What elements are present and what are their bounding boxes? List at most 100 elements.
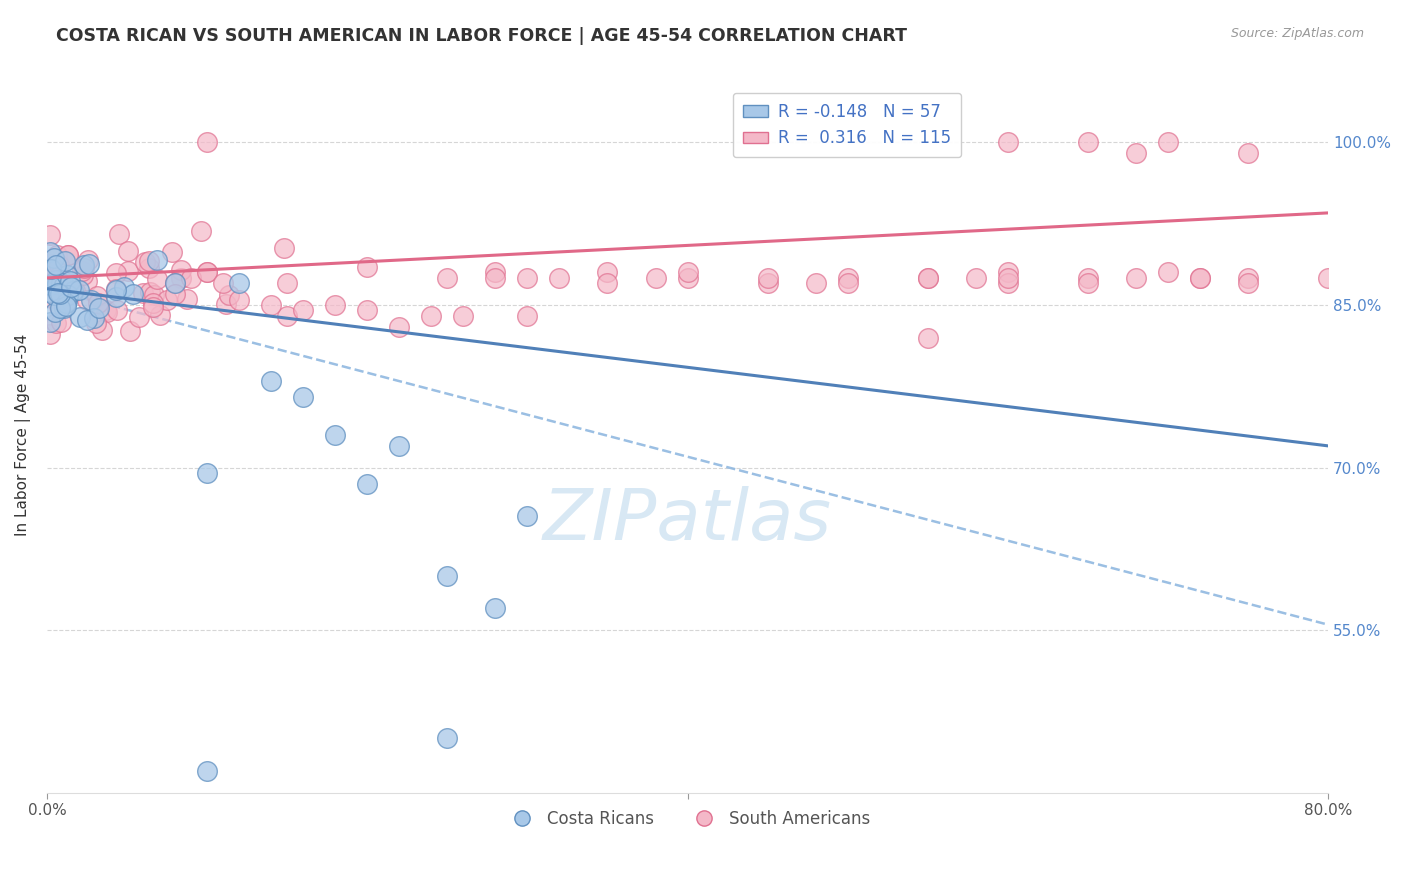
Point: [997, 265, 1019, 279]
Point: [128, 310, 150, 325]
Point: [195, 265, 218, 279]
Point: [39, 277, 62, 291]
Point: [60, 280, 83, 294]
Point: [356, 260, 378, 274]
Point: [1189, 271, 1212, 285]
Point: [260, 298, 283, 312]
Point: [104, 267, 127, 281]
Point: [48, 299, 70, 313]
Point: [139, 285, 162, 299]
Point: [388, 319, 411, 334]
Point: [276, 277, 298, 291]
Point: [1077, 136, 1099, 150]
Point: [120, 324, 142, 338]
Point: [84, 316, 107, 330]
Point: [39, 277, 62, 292]
Point: [155, 293, 177, 307]
Point: [65, 284, 87, 298]
Point: [46, 248, 69, 262]
Text: Source: ZipAtlas.com: Source: ZipAtlas.com: [1230, 27, 1364, 40]
Point: [596, 277, 619, 291]
Point: [72, 268, 94, 283]
Point: [58, 287, 80, 301]
Point: [356, 303, 378, 318]
Point: [176, 292, 198, 306]
Point: [39, 257, 62, 271]
Point: [756, 277, 779, 291]
Point: [195, 764, 218, 778]
Point: [1125, 271, 1147, 285]
Point: [105, 303, 128, 318]
Point: [69, 310, 91, 324]
Point: [190, 224, 212, 238]
Point: [134, 255, 156, 269]
Point: [356, 476, 378, 491]
Y-axis label: In Labor Force | Age 45-54: In Labor Force | Age 45-54: [15, 334, 31, 536]
Point: [756, 271, 779, 285]
Point: [67, 284, 90, 298]
Point: [323, 298, 346, 312]
Point: [676, 265, 699, 279]
Point: [436, 731, 458, 746]
Point: [292, 390, 315, 404]
Point: [1157, 265, 1180, 279]
Point: [195, 265, 218, 279]
Point: [212, 277, 235, 291]
Point: [548, 271, 571, 285]
Point: [45, 316, 67, 330]
Point: [596, 265, 619, 279]
Point: [79, 293, 101, 307]
Point: [273, 242, 295, 256]
Point: [804, 277, 827, 291]
Point: [323, 428, 346, 442]
Point: [292, 303, 315, 318]
Point: [420, 309, 443, 323]
Point: [484, 271, 506, 285]
Point: [56, 293, 79, 308]
Point: [165, 287, 187, 301]
Point: [169, 270, 191, 285]
Point: [48, 259, 70, 273]
Point: [122, 286, 145, 301]
Point: [143, 288, 166, 302]
Point: [1237, 146, 1260, 161]
Point: [997, 136, 1019, 150]
Point: [170, 263, 193, 277]
Point: [48, 268, 70, 283]
Point: [76, 293, 98, 308]
Point: [39, 277, 62, 292]
Point: [39, 285, 62, 299]
Legend: Costa Ricans, South Americans: Costa Ricans, South Americans: [499, 803, 877, 834]
Point: [77, 252, 100, 267]
Point: [96, 304, 118, 318]
Point: [160, 244, 183, 259]
Point: [87, 296, 110, 310]
Point: [56, 247, 79, 261]
Point: [149, 308, 172, 322]
Point: [1237, 277, 1260, 291]
Point: [516, 271, 538, 285]
Point: [837, 271, 859, 285]
Point: [965, 271, 987, 285]
Point: [837, 277, 859, 291]
Point: [86, 288, 108, 302]
Point: [49, 286, 72, 301]
Point: [117, 264, 139, 278]
Point: [215, 297, 238, 311]
Point: [73, 258, 96, 272]
Point: [46, 286, 69, 301]
Point: [484, 601, 506, 615]
Point: [516, 509, 538, 524]
Point: [138, 253, 160, 268]
Point: [117, 244, 139, 258]
Point: [52, 296, 75, 310]
Point: [1189, 271, 1212, 285]
Point: [76, 312, 98, 326]
Point: [112, 280, 135, 294]
Point: [644, 271, 666, 285]
Point: [1077, 271, 1099, 285]
Point: [76, 274, 98, 288]
Point: [56, 277, 79, 291]
Point: [56, 248, 79, 262]
Point: [56, 268, 79, 282]
